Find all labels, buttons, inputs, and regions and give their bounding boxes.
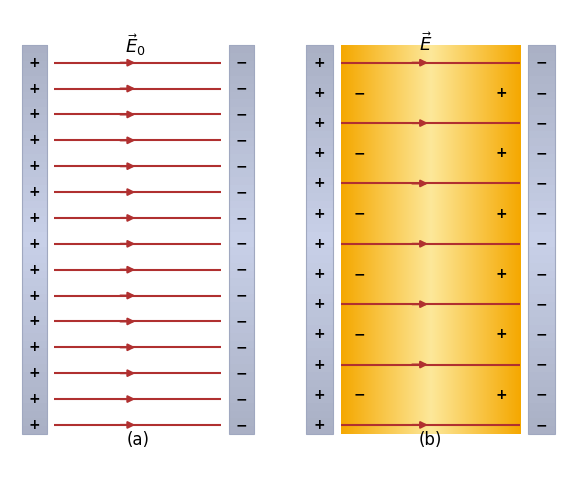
Text: −: − bbox=[536, 297, 547, 311]
Text: +: + bbox=[28, 315, 40, 328]
Text: +: + bbox=[28, 133, 40, 147]
Text: −: − bbox=[235, 211, 247, 225]
Text: +: + bbox=[496, 147, 507, 160]
Text: −: − bbox=[235, 133, 247, 147]
Text: −: − bbox=[235, 56, 247, 70]
Text: −: − bbox=[536, 358, 547, 371]
Text: +: + bbox=[28, 185, 40, 199]
Text: −: − bbox=[536, 207, 547, 220]
Text: −: − bbox=[235, 159, 247, 173]
Text: −: − bbox=[536, 237, 547, 251]
Text: −: − bbox=[354, 327, 365, 342]
Text: +: + bbox=[314, 297, 325, 311]
Text: +: + bbox=[314, 418, 325, 432]
Text: +: + bbox=[28, 289, 40, 302]
Text: −: − bbox=[235, 366, 247, 380]
Text: −: − bbox=[354, 267, 365, 281]
Text: −: − bbox=[536, 388, 547, 402]
Text: −: − bbox=[536, 116, 547, 130]
Text: +: + bbox=[28, 107, 40, 122]
Text: +: + bbox=[314, 358, 325, 371]
Text: −: − bbox=[536, 86, 547, 100]
Text: +: + bbox=[28, 366, 40, 380]
Text: +: + bbox=[28, 341, 40, 354]
Text: −: − bbox=[536, 147, 547, 160]
Text: +: + bbox=[314, 176, 325, 191]
Text: +: + bbox=[314, 327, 325, 342]
Text: +: + bbox=[314, 147, 325, 160]
Text: +: + bbox=[496, 327, 507, 342]
Bar bbox=[22, 46, 47, 434]
Text: −: − bbox=[354, 388, 365, 402]
Text: −: − bbox=[354, 147, 365, 160]
Text: +: + bbox=[28, 237, 40, 251]
Text: +: + bbox=[496, 388, 507, 402]
Text: +: + bbox=[496, 86, 507, 100]
Text: +: + bbox=[496, 207, 507, 220]
Bar bbox=[528, 46, 554, 434]
Text: +: + bbox=[28, 211, 40, 225]
Text: −: − bbox=[235, 185, 247, 199]
Text: +: + bbox=[314, 388, 325, 402]
Text: −: − bbox=[235, 263, 247, 277]
Text: +: + bbox=[314, 267, 325, 281]
Text: (a): (a) bbox=[126, 431, 149, 449]
Text: −: − bbox=[354, 86, 365, 100]
Text: −: − bbox=[235, 392, 247, 406]
Text: −: − bbox=[235, 418, 247, 432]
Bar bbox=[307, 46, 333, 434]
Text: +: + bbox=[314, 86, 325, 100]
Text: +: + bbox=[314, 237, 325, 251]
Text: +: + bbox=[28, 82, 40, 96]
Text: −: − bbox=[536, 56, 547, 70]
Text: −: − bbox=[536, 267, 547, 281]
Text: (b): (b) bbox=[419, 431, 442, 449]
Text: +: + bbox=[496, 267, 507, 281]
Text: $\vec{E}_0$: $\vec{E}_0$ bbox=[125, 32, 146, 58]
Text: +: + bbox=[28, 159, 40, 173]
Text: −: − bbox=[536, 418, 547, 432]
Text: +: + bbox=[28, 418, 40, 432]
Text: −: − bbox=[235, 315, 247, 328]
Text: +: + bbox=[28, 392, 40, 406]
Text: +: + bbox=[314, 207, 325, 220]
Text: −: − bbox=[235, 341, 247, 354]
Text: −: − bbox=[536, 176, 547, 191]
Text: −: − bbox=[235, 107, 247, 122]
Text: +: + bbox=[314, 56, 325, 70]
Text: +: + bbox=[314, 116, 325, 130]
Bar bbox=[228, 46, 254, 434]
Text: −: − bbox=[536, 327, 547, 342]
Text: $\vec{E}$: $\vec{E}$ bbox=[418, 32, 432, 55]
Text: −: − bbox=[354, 207, 365, 220]
Text: +: + bbox=[28, 56, 40, 70]
Text: −: − bbox=[235, 289, 247, 302]
Text: −: − bbox=[235, 237, 247, 251]
Text: +: + bbox=[28, 263, 40, 277]
Text: −: − bbox=[235, 82, 247, 96]
